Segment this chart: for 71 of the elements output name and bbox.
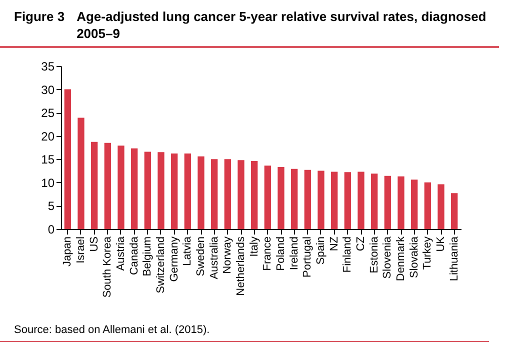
bar (251, 161, 258, 229)
bar (118, 146, 124, 229)
bar (331, 172, 338, 229)
x-tick-label: Estonia (368, 236, 380, 274)
x-tick-label: South Korea (102, 236, 114, 298)
bar (451, 193, 458, 229)
x-tick-label: Austria (115, 236, 127, 271)
bar (131, 148, 138, 229)
x-tick-label: France (262, 236, 274, 271)
x-tick-label: Japan (62, 236, 74, 266)
y-tick-label: 30 (41, 82, 55, 97)
bar (211, 159, 218, 229)
bar (78, 118, 84, 229)
bar (158, 152, 164, 229)
x-tick-label: Norway (222, 236, 234, 274)
bar (278, 167, 284, 229)
bar (358, 172, 364, 229)
bar (264, 166, 271, 229)
bar (224, 159, 231, 229)
x-tick-label: Sweden (195, 236, 207, 276)
x-tick-label: Spain (315, 236, 327, 265)
x-tick-label: Netherlands (235, 236, 247, 296)
x-tick-label: Poland (275, 236, 287, 271)
x-tick-label: Slovenia (382, 236, 394, 279)
bar (144, 152, 151, 229)
caption: Figure 3 (14, 8, 65, 26)
x-tick-label: UK (435, 236, 447, 252)
x-tick-label: Israel (75, 236, 87, 264)
bar (171, 154, 178, 229)
y-tick-label: 10 (41, 176, 55, 190)
bar (411, 180, 418, 229)
x-tick-label: Canada (128, 236, 140, 276)
bar (91, 142, 98, 229)
x-tick-label: Ireland (288, 236, 300, 270)
bar (238, 160, 244, 229)
bar (184, 154, 191, 229)
x-tick-label: Denmark (395, 236, 407, 282)
bar (318, 170, 324, 229)
y-tick-label: 15 (41, 152, 55, 167)
bar (344, 172, 351, 229)
x-tick-label: Germany (168, 236, 180, 282)
chart-title: Age-adjusted lung cancer 5-year relative survival rates, diagnosed 2005–9 (76, 8, 488, 42)
bar (104, 142, 111, 229)
x-tick-label: Portugal (302, 236, 314, 278)
bar (64, 89, 71, 229)
x-tick-label: Australia (208, 236, 220, 280)
x-tick-label: Belgium (142, 236, 154, 276)
y-tick-label: 35 (41, 60, 55, 74)
bar (438, 184, 444, 229)
x-tick-label: US (88, 236, 100, 252)
x-tick-label: Finland (342, 236, 354, 273)
x-tick-label: NZ (328, 236, 340, 252)
bar (291, 168, 298, 229)
bar (398, 176, 404, 229)
y-tick-label: 25 (41, 106, 55, 120)
x-tick-label: Latvia (182, 236, 194, 266)
y-tick-label: 0 (48, 222, 55, 236)
bar (304, 170, 311, 229)
bar (371, 174, 378, 229)
x-tick-label: Lithuania (448, 236, 460, 282)
bar (424, 182, 431, 229)
source-note: Source: based on Allemani et al. (2015). (0, 318, 489, 342)
bar (198, 156, 204, 229)
x-tick-label: Turkey (422, 236, 434, 270)
x-tick-label: Slovakia (408, 236, 420, 278)
y-tick-label: 5 (48, 199, 55, 214)
x-tick-label: Switzerland (155, 236, 167, 294)
bar (384, 176, 391, 229)
x-tick-label: CZ (355, 236, 367, 252)
y-tick-label: 20 (41, 129, 55, 144)
x-tick-label: Italy (248, 236, 260, 257)
